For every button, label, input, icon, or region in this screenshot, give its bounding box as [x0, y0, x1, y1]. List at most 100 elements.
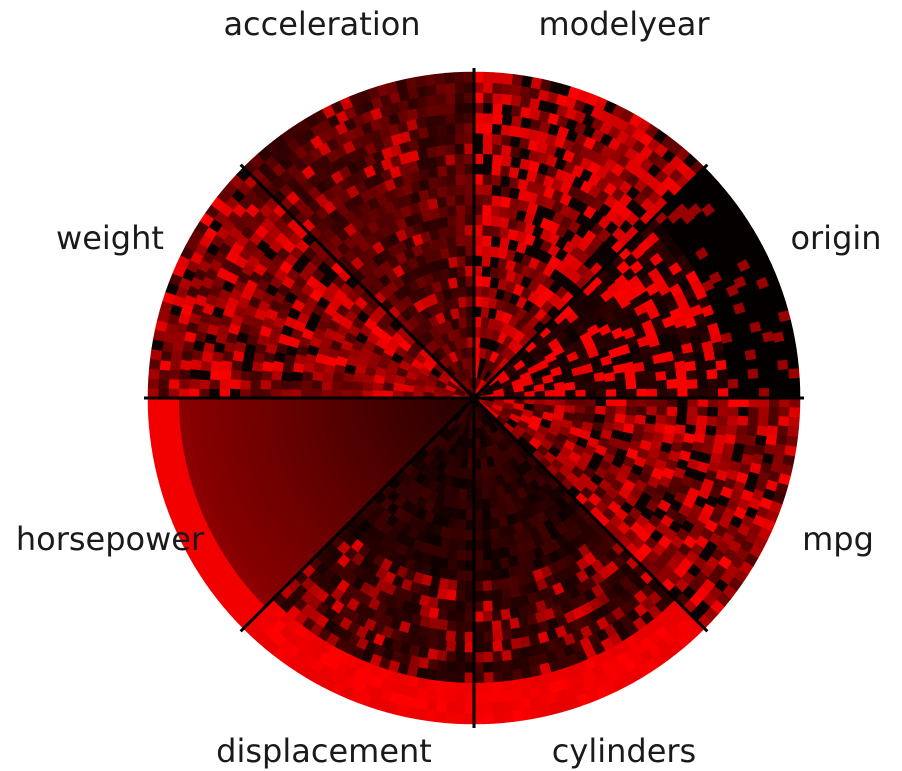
pixel-cell-horsepower: [240, 424, 253, 435]
pixel-cell-modelyear: [491, 184, 503, 197]
pixel-cell-modelyear: [491, 133, 503, 146]
pixel-cell-acceleration: [434, 73, 446, 85]
pixel-cell-origin: [737, 369, 749, 381]
pixel-cell-displacement: [435, 690, 447, 703]
pixel-cell-horsepower: [270, 406, 282, 418]
pixel-cell-acceleration: [447, 256, 459, 269]
pixel-cell-origin: [685, 369, 698, 381]
pixel-cell-displacement: [453, 712, 465, 725]
pixel-cell-origin: [707, 378, 719, 390]
pixel-cell-modelyear: [482, 153, 494, 165]
pixel-cell-horsepower: [199, 415, 211, 427]
pixel-cell-weight: [200, 360, 212, 372]
pixel-cell-mpg: [696, 415, 708, 426]
pixel-cell-acceleration: [444, 113, 456, 125]
pixel-cell-displacement: [456, 539, 467, 551]
pixel-cell-horsepower: [382, 404, 395, 415]
pixel-cell-displacement: [445, 609, 457, 622]
pixel-cell-horsepower: [182, 444, 195, 456]
pixel-cell-mpg: [707, 406, 719, 418]
pixel-cell-cylinders: [481, 518, 492, 531]
pixel-cell-modelyear: [482, 173, 493, 186]
pixel-cell-cylinders: [500, 649, 513, 662]
pixel-cell-acceleration: [445, 194, 457, 207]
pixel-cell-cylinders: [482, 651, 494, 664]
pixel-cell-modelyear: [482, 92, 494, 104]
pixel-cell-modelyear: [501, 93, 513, 106]
pixel-cell-mpg: [785, 435, 798, 448]
pixel-cell-horsepower: [301, 414, 314, 426]
pixel-cell-displacement: [454, 590, 466, 602]
pixel-cell-modelyear: [492, 113, 504, 125]
pixel-cell-horsepower: [270, 415, 283, 427]
pixel-cell-origin: [746, 358, 759, 371]
pixel-cell-acceleration: [435, 144, 447, 157]
pixel-cell-displacement: [434, 670, 447, 683]
pixel-cell-weight: [290, 379, 302, 390]
pixel-cell-mpg: [725, 424, 738, 437]
pixel-cell-horsepower: [280, 406, 292, 417]
pixel-cell-origin: [603, 371, 616, 383]
pixel-cell-mpg: [685, 415, 698, 427]
pixel-cell-mpg: [767, 416, 780, 428]
pixel-cell-displacement: [434, 711, 446, 723]
pixel-cell-acceleration: [445, 82, 456, 94]
pixel-cell-horsepower: [151, 445, 164, 458]
pixel-cell-displacement: [455, 580, 466, 592]
pixel-cell-modelyear: [511, 74, 524, 87]
pixel-cell-cylinders: [501, 639, 513, 652]
pixel-cell-origin: [727, 378, 740, 390]
pixel-cell-cylinders: [510, 699, 522, 712]
pixel-cell-horsepower: [229, 416, 242, 428]
pixel-cell-origin: [763, 340, 777, 353]
pixel-cell-acceleration: [446, 235, 458, 248]
pixel-cell-acceleration: [454, 153, 466, 165]
pixel-cell-acceleration: [414, 75, 427, 88]
sector-label-horsepower: horsepower: [16, 520, 205, 558]
pixel-cell-mpg: [625, 406, 638, 417]
pixel-cell-cylinders: [501, 690, 513, 703]
pixel-cell-acceleration: [446, 225, 458, 238]
pixel-cell-modelyear: [492, 72, 504, 84]
pixel-cell-displacement: [444, 691, 456, 704]
pixel-cell-cylinders: [482, 580, 493, 592]
pixel-cell-cylinders: [492, 691, 504, 704]
pixel-cell-horsepower: [147, 407, 160, 419]
pixel-cell-horsepower: [342, 413, 355, 425]
pixel-cell-acceleration: [446, 204, 458, 217]
pixel-cell-origin: [703, 349, 716, 362]
pixel-cell-displacement: [446, 620, 457, 632]
pixel-cell-mpg: [758, 407, 770, 418]
pixel-cell-displacement: [445, 640, 457, 653]
pixel-cell-weight: [280, 379, 292, 390]
pixel-cell-weight: [199, 369, 211, 381]
pixel-cell-cylinders: [480, 498, 491, 511]
pixel-cell-horsepower: [201, 433, 214, 446]
pixel-cell-modelyear: [501, 113, 514, 126]
pixel-cell-mpg: [726, 415, 739, 427]
pixel-cell-displacement: [445, 702, 456, 714]
pixel-cell-acceleration: [445, 184, 457, 197]
pixel-cell-horsepower: [220, 425, 233, 437]
pixel-cell-acceleration: [435, 83, 447, 95]
pixel-cell-displacement: [426, 699, 438, 712]
pixel-cell-mpg: [777, 425, 789, 437]
pixel-cell-cylinders: [509, 648, 522, 661]
pixel-cell-acceleration: [454, 122, 466, 135]
pixel-cell-modelyear: [510, 84, 522, 97]
pixel-cell-modelyear: [482, 214, 493, 226]
pixel-cell-acceleration: [416, 95, 429, 109]
pixel-cell-acceleration: [425, 115, 437, 128]
pixel-cell-origin: [784, 338, 797, 351]
pixel-cell-horsepower: [219, 406, 231, 418]
pixel-cell-origin: [705, 359, 718, 371]
pixel-cell-horsepower: [251, 424, 264, 436]
pixel-cell-horsepower: [211, 433, 224, 446]
pixel-cell-weight: [239, 379, 251, 390]
pixel-cell-modelyear: [483, 71, 495, 84]
pixel-cell-mpg: [665, 415, 678, 427]
pixel-cell-mpg: [737, 415, 749, 427]
pixel-cell-cylinders: [482, 590, 494, 602]
pixel-cell-mpg: [615, 405, 627, 416]
pixel-cell-cylinders: [489, 517, 501, 530]
